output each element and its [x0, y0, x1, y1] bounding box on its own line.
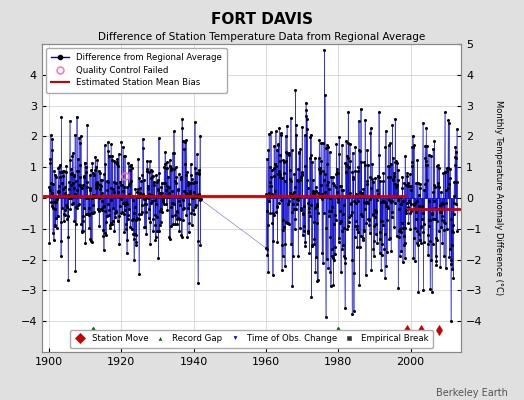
Text: Berkeley Earth: Berkeley Earth: [436, 388, 508, 398]
Legend: Station Move, Record Gap, Time of Obs. Change, Empirical Break: Station Move, Record Gap, Time of Obs. C…: [70, 330, 433, 348]
Y-axis label: Monthly Temperature Anomaly Difference (°C): Monthly Temperature Anomaly Difference (…: [494, 100, 503, 296]
Text: Difference of Station Temperature Data from Regional Average: Difference of Station Temperature Data f…: [99, 32, 425, 42]
Text: FORT DAVIS: FORT DAVIS: [211, 12, 313, 27]
